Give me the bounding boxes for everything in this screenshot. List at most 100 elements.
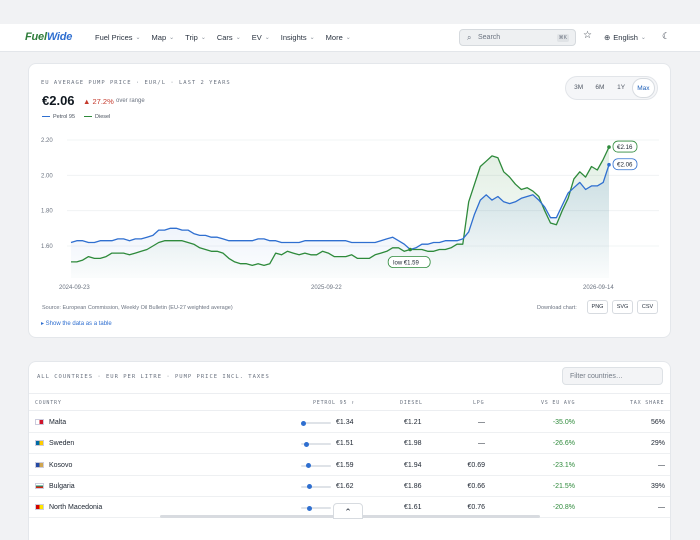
end-value-badge — [612, 158, 638, 171]
legend-swatch — [42, 115, 50, 118]
nav-more[interactable]: More ⌄ — [326, 33, 351, 42]
country-flag-icon — [35, 440, 44, 447]
x-tick-label: 2026-09-14 — [583, 285, 614, 291]
country-name: North Macedonia — [49, 504, 103, 512]
column-petrol-95[interactable]: PETROL 95 ↑ — [313, 400, 355, 406]
petrol-95-line — [70, 164, 610, 251]
legend-label: Petrol 95 — [53, 114, 76, 120]
petrol-price-bar — [301, 505, 331, 511]
search-icon: ⌕ — [467, 33, 472, 42]
nav-ev[interactable]: EV ⌄ — [252, 33, 270, 42]
nav-cars[interactable]: Cars ⌄ — [217, 33, 241, 42]
country-flag-icon — [35, 419, 44, 425]
table-caption: ALL COUNTRIES · EUR PER LITRE · PUMP PRI… — [37, 374, 270, 380]
y-tick-label: 1.60 — [41, 244, 53, 250]
main-nav: Fuel Prices ⌄ Map ⌄ Trip ⌄ Cars ⌄ EV ⌄ Insigh… — [95, 33, 362, 42]
diesel-line — [71, 146, 610, 267]
y-tick-label: 2.20 — [41, 138, 53, 144]
price-bar-marker — [304, 441, 310, 447]
diesel-price: €1.98 — [404, 440, 422, 448]
nav-insights[interactable]: Insights ⌄ — [281, 33, 315, 42]
change-suffix: over range — [116, 98, 145, 104]
price-bar-marker — [307, 505, 313, 511]
nav-trip[interactable]: Trip ⌄ — [185, 33, 206, 42]
vs-eu-avg: -21.5% — [552, 482, 575, 490]
chart-source: Source: European Commission, Weekly Oil … — [42, 305, 233, 311]
nav-label: Fuel Prices — [95, 33, 133, 42]
price-chart-card: EU AVERAGE PUMP PRICE · EUR/L · LAST 2 Y… — [28, 63, 671, 338]
low-label-badge — [387, 256, 431, 268]
chevron-up-icon: ⌃ — [344, 507, 352, 517]
petrol-price: €1.51 — [336, 440, 354, 448]
table-row[interactable]: Kosovo €1.59 €1.94 €0.69 -23.1% — — [29, 455, 670, 476]
download-svg-button[interactable]: SVG — [612, 300, 633, 314]
search-input[interactable]: ⌕ Search ⌘K — [459, 29, 576, 46]
star-icon[interactable]: ☆ — [583, 30, 592, 41]
dark-mode-icon[interactable]: ☾ — [662, 31, 671, 41]
diesel-end-point — [607, 145, 611, 149]
language-label: English — [613, 33, 638, 42]
show-data-table-link[interactable]: ▸ Show the data as a table — [41, 321, 112, 327]
price-bar-marker — [306, 484, 312, 490]
country-flag-icon — [35, 482, 44, 489]
scroll-to-top-button[interactable]: ⌃ — [333, 503, 363, 519]
lpg-price: — — [478, 419, 485, 426]
fuelwide-logo[interactable]: FuelWide — [25, 31, 72, 43]
nav-label: More — [325, 33, 343, 42]
petrol-price-bar — [301, 441, 331, 447]
nav-label: Trip — [185, 33, 198, 42]
download-csv-button[interactable]: CSV — [637, 300, 658, 314]
logo-wide-text: Wide — [46, 31, 73, 43]
legend-item-petrol: Petrol 95 — [42, 114, 75, 120]
search-placeholder: Search — [478, 34, 501, 41]
column-country[interactable]: COUNTRY — [35, 400, 62, 406]
price-change: ▲ 27.2% — [83, 97, 114, 106]
nav-map[interactable]: Map ⌄ — [152, 33, 175, 42]
chevron-down-icon: ⌄ — [200, 35, 206, 41]
nav-label: Map — [151, 33, 167, 42]
range-max-button[interactable]: Max — [631, 78, 655, 98]
tax-share: 39% — [650, 482, 665, 490]
vs-eu-avg: -20.8% — [552, 504, 575, 512]
nav-fuel-prices[interactable]: Fuel Prices ⌄ — [95, 33, 141, 42]
country-name: Malta — [49, 419, 67, 426]
diesel-price: €1.61 — [404, 504, 422, 512]
language-selector[interactable]: ⊕ English ⌄ — [604, 33, 646, 42]
vs-eu-avg: -23.1% — [552, 461, 575, 469]
low-point-marker — [408, 247, 412, 252]
column-vs-eu-avg[interactable]: VS EU AVG — [541, 400, 576, 406]
legend-item-diesel: Diesel — [84, 114, 110, 120]
y-tick-label: 2.00 — [41, 173, 53, 179]
y-tick-label: 1.80 — [41, 209, 53, 215]
column-tax-share[interactable]: TAX SHARE — [630, 400, 665, 406]
column-diesel[interactable]: DIESEL — [400, 400, 423, 406]
table-header: COUNTRY PETROL 95 ↑ DIESEL LPG VS EU AVG… — [29, 393, 670, 411]
chart-legend: Petrol 95 Diesel — [42, 114, 110, 120]
download-label: Download chart: — [537, 305, 577, 311]
download-png-button[interactable]: PNG — [587, 300, 608, 314]
table-row[interactable]: Bulgaria €1.62 €1.86 €0.66 -21.5% 39% — [29, 476, 670, 497]
petrol-price: €1.59 — [336, 461, 354, 469]
diesel-price: €1.94 — [404, 461, 422, 469]
filter-countries-input[interactable]: Filter countries… — [562, 367, 663, 385]
petrol-price: €1.34 — [336, 419, 354, 426]
range-3m-button[interactable]: 3M — [574, 84, 584, 91]
nav-label: Cars — [216, 33, 233, 42]
table-row[interactable]: Sweden €1.51 €1.98 — -26.6% 29% — [29, 433, 670, 455]
range-6m-button[interactable]: 6M — [595, 84, 605, 91]
nav-label: Insights — [280, 33, 307, 42]
country-name: Sweden — [49, 440, 75, 448]
chevron-down-icon: ⌄ — [309, 35, 315, 41]
country-flag-icon — [35, 461, 44, 468]
chevron-down-icon: ⌄ — [169, 35, 175, 41]
logo-fuel-text: Fuel — [25, 31, 47, 43]
tax-share: — — [658, 461, 665, 469]
column-lpg[interactable]: LPG — [473, 400, 485, 406]
table-row[interactable]: Malta €1.34 €1.21 — -35.0% 56% — [29, 412, 670, 433]
price-bar-marker — [306, 463, 312, 469]
country-name: Kosovo — [49, 461, 73, 469]
legend-swatch — [84, 115, 93, 118]
range-1y-button[interactable]: 1Y — [617, 84, 626, 91]
chevron-down-icon: ⌄ — [640, 35, 646, 41]
tax-share: 56% — [650, 419, 665, 426]
